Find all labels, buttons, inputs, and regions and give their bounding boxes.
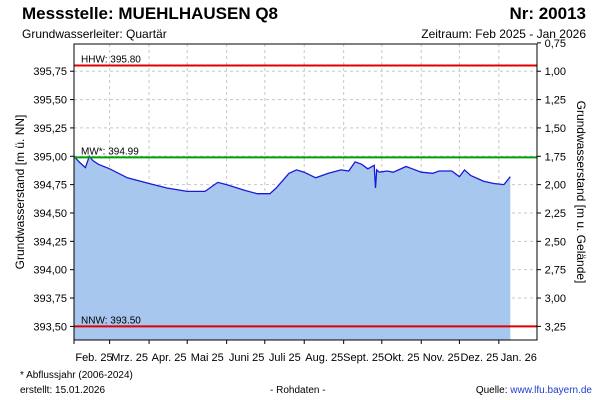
- y-tick-label-left: 394,50: [33, 208, 67, 220]
- x-tick-label: Juli 25: [269, 352, 301, 364]
- y-tick-label-right: 2,75: [545, 265, 566, 277]
- x-tick-label: Okt. 25: [384, 352, 419, 364]
- y-axis-label-right: Grundwasserstand [m u. Gelände]: [574, 101, 588, 284]
- station-number: Nr: 20013: [509, 4, 586, 23]
- x-tick-label: Juni 25: [229, 352, 264, 364]
- y-tick-label-right: 2,25: [545, 208, 566, 220]
- source-label: Quelle:: [475, 385, 508, 396]
- y-tick-label-right: 3,25: [545, 321, 566, 333]
- x-tick-label: Apr. 25: [152, 352, 187, 364]
- y-axis-label-left: Grundwasserstand [m ü. NN]: [13, 115, 27, 270]
- x-tick-label: Jan. 26: [501, 352, 537, 364]
- x-tick-label: Nov. 25: [423, 352, 460, 364]
- x-tick-label: Aug. 25: [305, 352, 343, 364]
- footnote: * Abflussjahr (2006-2024): [20, 370, 133, 381]
- period-label: Zeitraum: Feb 2025 - Jan 2026: [421, 27, 586, 41]
- y-tick-label-left: 394,75: [33, 180, 67, 192]
- x-tick-label: Dez. 25: [460, 352, 498, 364]
- x-tick-label: Sept. 25: [343, 352, 384, 364]
- water-level-area: [74, 156, 511, 340]
- reference-lines: HHW: 395.80 MW*: 394.99 NNW: 393.50: [74, 55, 537, 328]
- y-tick-label-right: 1,50: [545, 123, 566, 135]
- plot-frame: [73, 43, 538, 341]
- y-tick-label-left: 395,25: [33, 123, 67, 135]
- aquifer-label: Grundwasserleiter: Quartär: [22, 27, 167, 41]
- y-tick-label-right: 0,75: [545, 38, 566, 50]
- y-tick-label-right: 1,00: [545, 66, 566, 78]
- nnw-line-label: NNW: 393.50: [81, 315, 141, 326]
- y-tick-label-left: 395,75: [33, 66, 67, 78]
- y-tick-label-left: 394,00: [33, 265, 67, 277]
- x-tick-label: Mai 25: [191, 352, 224, 364]
- x-tick-label: Feb. 25: [75, 352, 112, 364]
- axis-ticks: 395,75 395,50 395,25 395,00 394,75 394,50 394,…: [33, 38, 566, 364]
- y-tick-label-left: 393,75: [33, 293, 67, 305]
- y-tick-label-right: 2,00: [545, 180, 566, 192]
- x-tick-label: Mrz. 25: [111, 352, 148, 364]
- raw-data-label: - Rohdaten -: [270, 385, 326, 396]
- y-tick-label-right: 2,50: [545, 236, 566, 248]
- y-tick-label-left: 394,25: [33, 236, 67, 248]
- created-date: erstellt: 15.01.2026: [20, 385, 106, 396]
- source-link[interactable]: www.lfu.bayern.de: [510, 385, 592, 396]
- mw-line-label: MW*: 394.99: [81, 146, 139, 157]
- hhw-line-label: HHW: 395.80: [81, 55, 141, 66]
- y-tick-label-right: 3,00: [545, 293, 566, 305]
- y-tick-label-left: 395,50: [33, 95, 67, 107]
- water-level-line: [73, 155, 511, 195]
- y-tick-label-left: 393,50: [33, 321, 67, 333]
- y-tick-label-right: 1,75: [545, 151, 566, 163]
- y-tick-label-right: 1,25: [545, 95, 566, 107]
- chart-title: Messstelle: MUEHLHAUSEN Q8: [22, 4, 279, 23]
- y-tick-label-left: 395,00: [33, 151, 67, 163]
- source-credit: Quelle: www.lfu.bayern.de: [476, 385, 592, 396]
